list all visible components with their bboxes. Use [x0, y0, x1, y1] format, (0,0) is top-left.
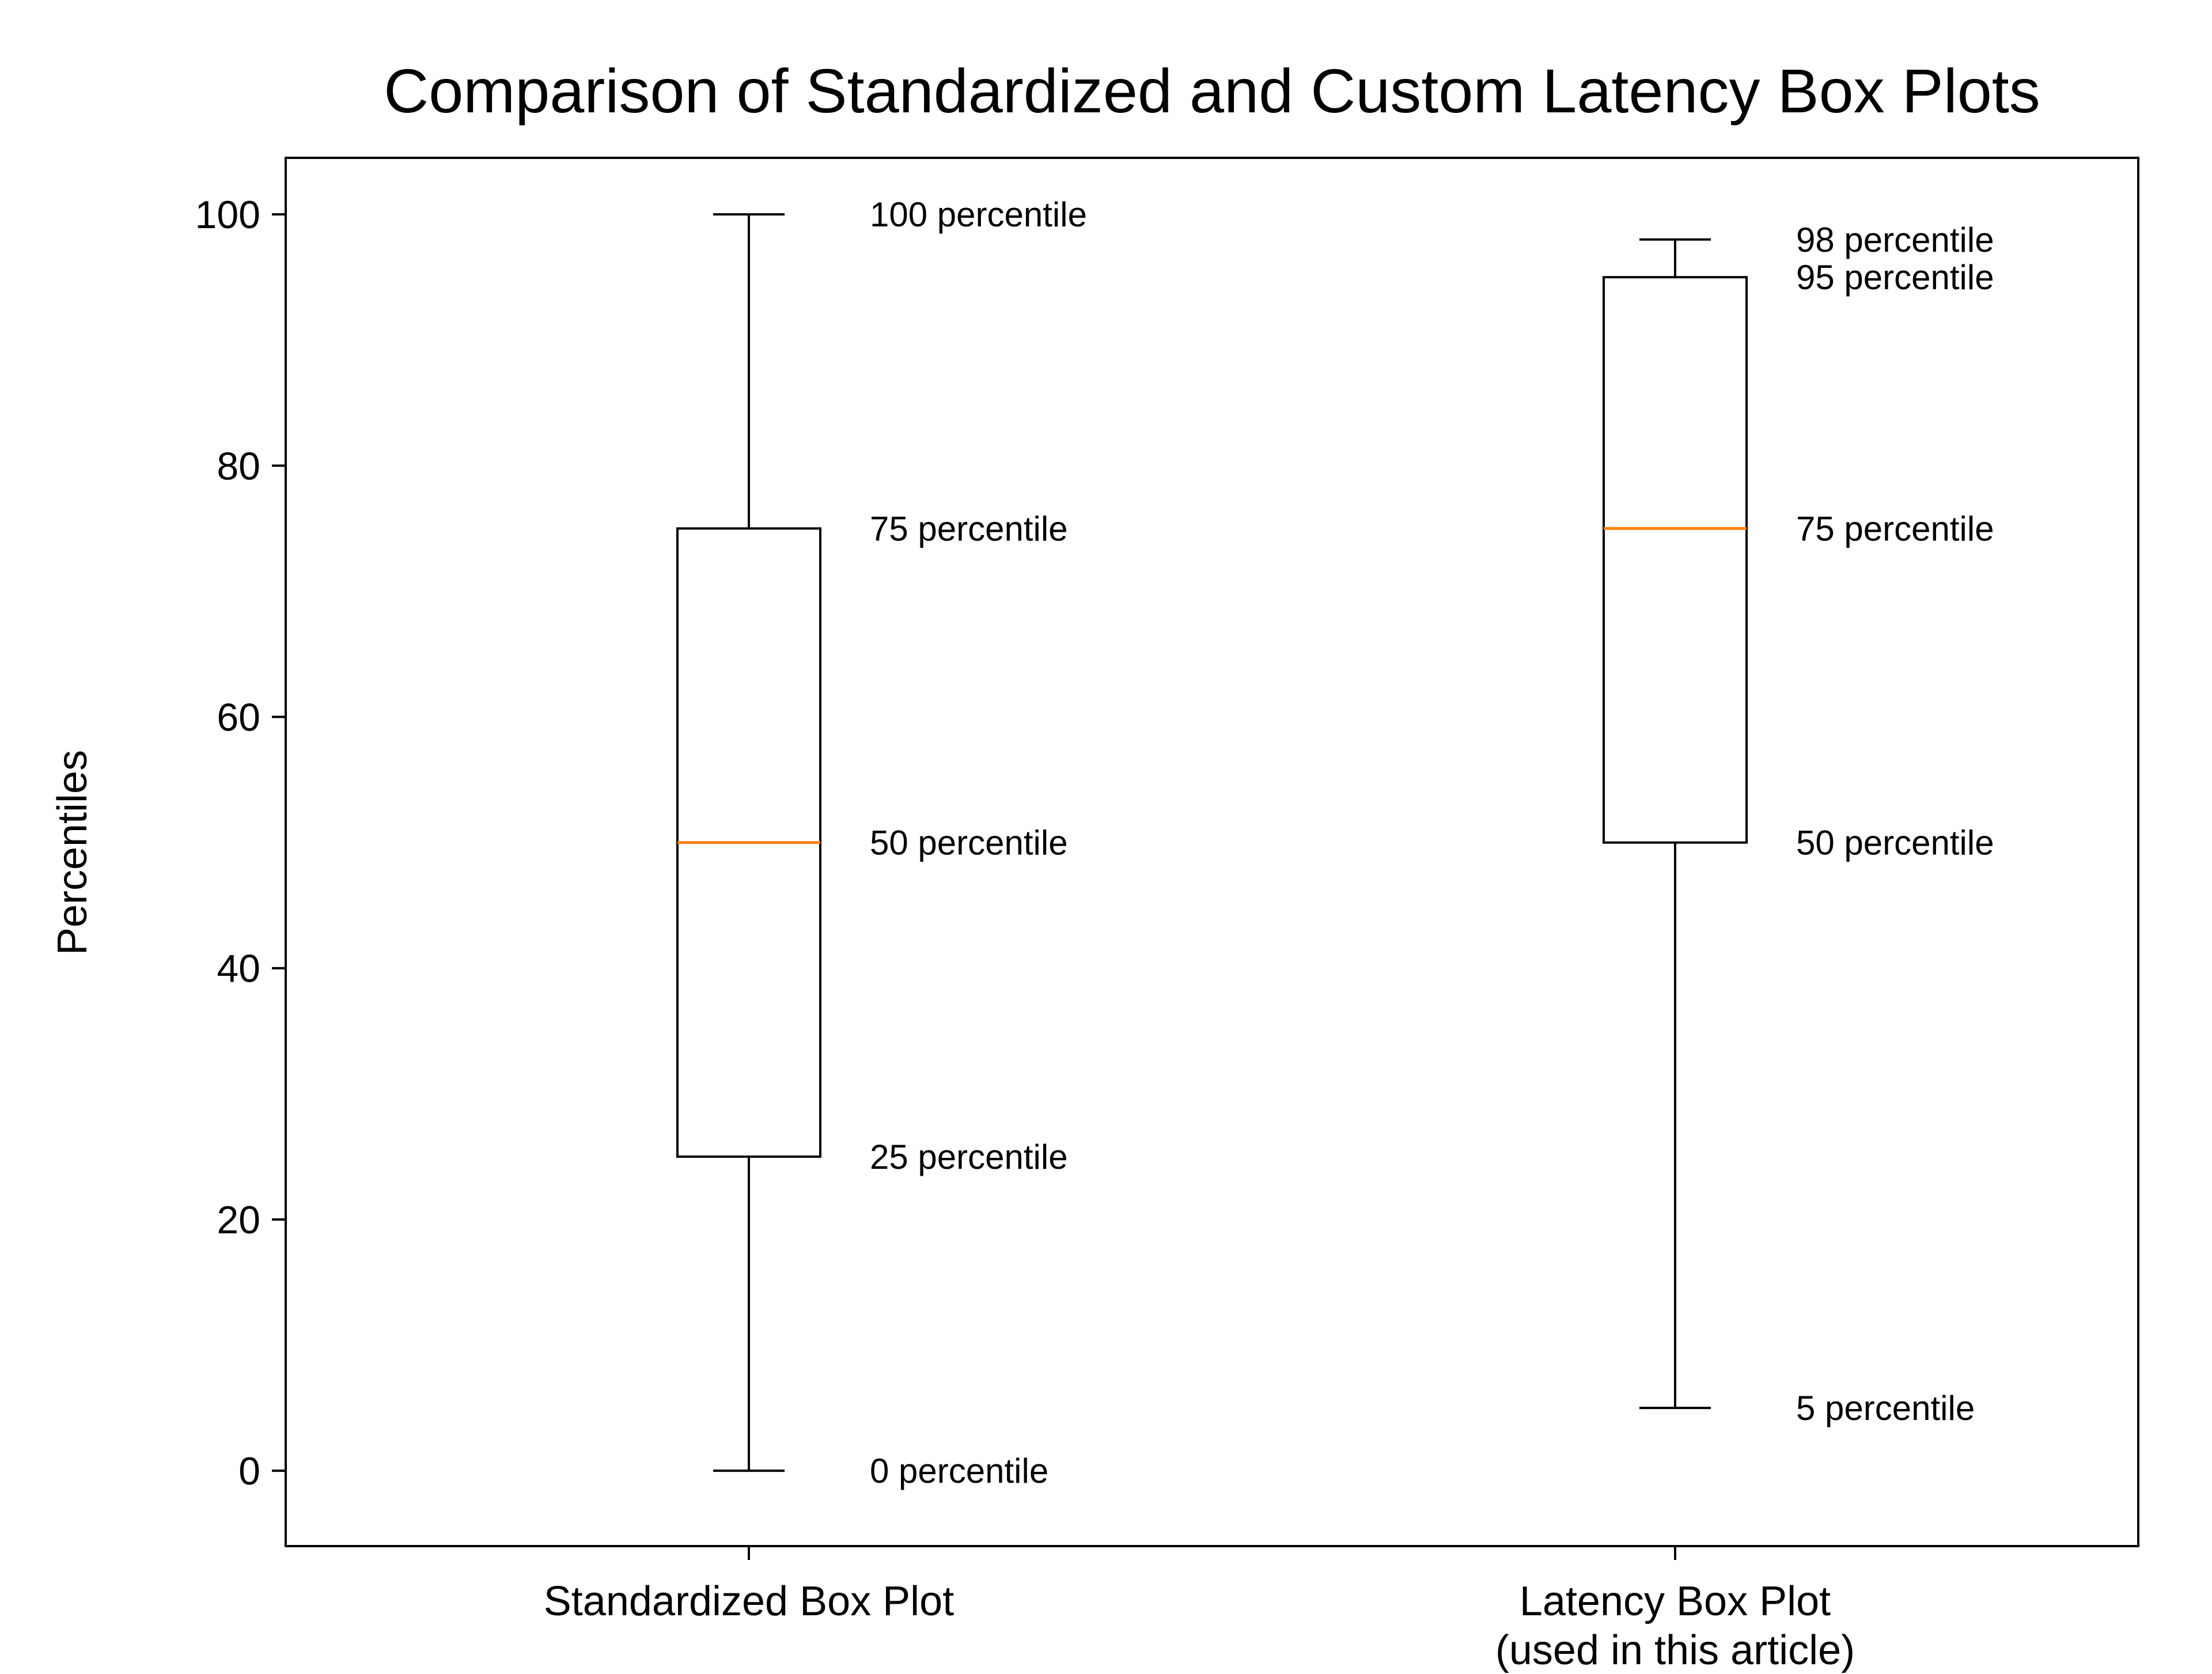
percentile-annotation: 5 percentile: [1796, 1389, 1975, 1427]
plot-layer: 0 20 40 60 80 100 100 percentile 75 percentile 5…: [195, 157, 2139, 1673]
percentile-annotation: 100 percentile: [870, 195, 1087, 234]
percentile-annotation: 50 percentile: [1796, 824, 1994, 862]
iqr-box: [1603, 276, 1748, 844]
y-axis-label: Percentiles: [50, 750, 96, 955]
y-tick-label: 100: [195, 193, 260, 237]
y-tick-label: 20: [217, 1198, 260, 1242]
percentile-annotation: 0 percentile: [870, 1452, 1048, 1490]
y-tick-label: 40: [217, 947, 260, 991]
percentile-annotation: 25 percentile: [870, 1138, 1068, 1176]
y-tick-label: 0: [238, 1449, 260, 1493]
x-axis-category-label: Standardized Box Plot: [544, 1578, 954, 1624]
x-axis-category-label: (used in this article): [1495, 1627, 1855, 1673]
percentile-annotation: 95 percentile: [1796, 258, 1994, 297]
y-tick-label: 80: [217, 444, 260, 488]
chart-title: Comparison of Standardized and Custom La…: [384, 56, 2040, 126]
percentile-annotation: 75 percentile: [870, 509, 1068, 548]
percentile-annotation: 75 percentile: [1796, 509, 1994, 548]
axes-frame: [285, 157, 2139, 1547]
percentile-annotation: 50 percentile: [870, 824, 1068, 862]
x-axis-category-label: Latency Box Plot: [1520, 1578, 1831, 1624]
y-tick-label: 60: [217, 696, 260, 740]
percentile-annotation: 98 percentile: [1796, 221, 1994, 259]
